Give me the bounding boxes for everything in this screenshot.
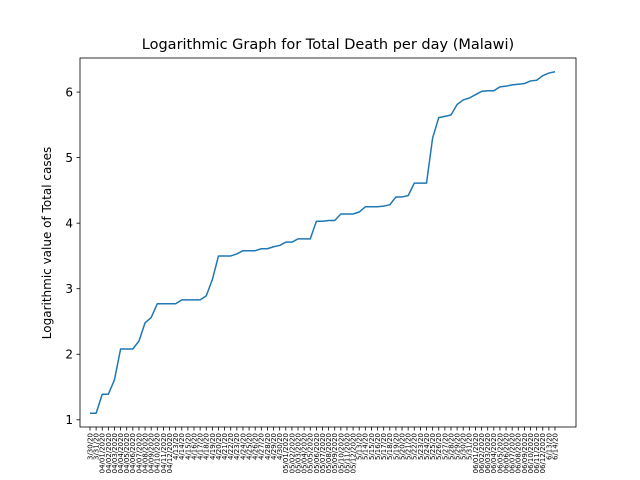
- x-tick-label: 04/05/2020: [123, 433, 131, 473]
- x-tick-label: 5/29/20: [454, 433, 462, 460]
- x-tick-label: 5/20/20: [398, 433, 406, 460]
- x-tick-label: 4/19/20: [209, 433, 217, 460]
- x-tick-label: 3/30/20: [86, 433, 94, 460]
- x-tick-label: 06/06/2020: [502, 433, 510, 473]
- x-tick-label: 6/14/20: [551, 433, 559, 460]
- x-tick-label: 5/14/20: [362, 433, 370, 460]
- x-tick-label: 05/06/2020: [313, 433, 321, 473]
- chart-title: Logarithmic Graph for Total Death per da…: [142, 37, 514, 53]
- x-tick-label: 04/02/2020: [105, 433, 113, 473]
- y-tick-label: 2: [65, 348, 73, 362]
- x-tick-label: 5/16/20: [374, 433, 382, 460]
- x-tick-label: 05/10/2020: [337, 433, 345, 473]
- x-tick-label: 05/08/2020: [325, 433, 333, 473]
- plot-area: 1 2 3 4 5 6 3/30/203/31/2004/01/202004/02/2020…: [65, 57, 577, 473]
- x-tick-label: 5/26/20: [435, 433, 443, 460]
- x-tick-label: 4/13/20: [172, 433, 180, 460]
- x-tick-label: 4/27/20: [258, 433, 266, 460]
- x-tick-label: 05/05/2020: [307, 433, 315, 473]
- x-tick-label: 5/31/20: [466, 433, 474, 460]
- y-tick-label: 4: [65, 216, 73, 230]
- x-tick-label: 5/18/20: [386, 433, 394, 460]
- x-tick-label: 04/12/2020: [166, 433, 174, 473]
- x-tick-label: 5/22/20: [411, 433, 419, 460]
- x-tick-label: 05/04/2020: [301, 433, 309, 473]
- x-tick-label: 5/23/20: [417, 433, 425, 460]
- x-tick-label: 05/12/2020: [349, 433, 357, 473]
- y-tick-label: 5: [65, 151, 73, 165]
- x-tick-label: 4/21/20: [221, 433, 229, 460]
- x-tick-label: 04/04/2020: [117, 433, 125, 473]
- x-tick-label: 06/04/2020: [490, 433, 498, 473]
- x-tick-label: 4/23/20: [233, 433, 241, 460]
- x-tick-label: 05/07/2020: [319, 433, 327, 473]
- x-tick-label: 4/24/20: [239, 433, 247, 460]
- x-tick-label: 05/09/2020: [331, 433, 339, 473]
- x-tick-label: 5/27/20: [441, 433, 449, 460]
- x-tick-label: 4/15/20: [184, 433, 192, 460]
- x-tick-label: 06/09/2020: [521, 433, 529, 473]
- x-tick-label: 06/10/2020: [527, 433, 535, 473]
- x-tick-label: 06/07/2020: [509, 433, 517, 473]
- x-tick-label: 5/13/20: [356, 433, 364, 460]
- x-tick-label: 5/28/20: [447, 433, 455, 460]
- x-tick-label: 5/21/20: [405, 433, 413, 460]
- y-tick-label: 1: [65, 413, 73, 427]
- x-tick-label: 06/02/2020: [478, 433, 486, 473]
- x-tick-label: 06/03/2020: [484, 433, 492, 473]
- x-tick-label: 5/15/20: [368, 433, 376, 460]
- x-tick-label: 4/25/20: [245, 433, 253, 460]
- x-tick-label: 4/29/20: [270, 433, 278, 460]
- x-tick-label: 5/19/20: [392, 433, 400, 460]
- series-line: [90, 71, 556, 414]
- x-tick-label: 4/30/20: [276, 433, 284, 460]
- x-tick-label: 5/24/20: [423, 433, 431, 460]
- x-tick-label: 04/11/2020: [160, 433, 168, 473]
- axes-frame: [79, 57, 577, 428]
- y-tick-label: 6: [65, 85, 73, 99]
- x-tick-label: 05/01/2020: [282, 433, 290, 473]
- x-tick-label: 06/11/2020: [533, 433, 541, 473]
- x-tick-label: 6/13/20: [545, 433, 553, 460]
- x-tick-label: 4/28/20: [264, 433, 272, 460]
- x-tick-label: 05/03/2020: [294, 433, 302, 473]
- x-tick-label: 04/10/2020: [154, 433, 162, 473]
- x-tick-label: 06/08/2020: [515, 433, 523, 473]
- x-tick-label: 4/22/20: [227, 433, 235, 460]
- x-tick-label: 04/08/2020: [141, 433, 149, 473]
- x-tick-label: 5/25/20: [429, 433, 437, 460]
- x-tick-label: 04/06/2020: [129, 433, 137, 473]
- x-tick-label: 4/17/20: [197, 433, 205, 460]
- x-tick-label: 3/31/20: [93, 433, 101, 460]
- x-tick-label: 4/20/20: [215, 433, 223, 460]
- x-tick-label: 04/09/2020: [148, 433, 156, 473]
- x-tick-label: 5/17/20: [380, 433, 388, 460]
- x-tick-label: 5/30/20: [460, 433, 468, 460]
- x-tick-label: 4/16/20: [190, 433, 198, 460]
- x-tick-label: 06/01/2020: [472, 433, 480, 473]
- x-tick-label: 04/01/2020: [99, 433, 107, 473]
- y-axis-label: Logarithmic value of Total cases: [40, 147, 54, 339]
- x-tick-label: 4/26/20: [252, 433, 260, 460]
- x-tick-label: 04/07/2020: [135, 433, 143, 473]
- x-tick-label: 4/14/20: [178, 433, 186, 460]
- x-tick-label: 06/05/2020: [496, 433, 504, 473]
- x-tick-label: 05/02/2020: [288, 433, 296, 473]
- x-tick-label: 04/03/2020: [111, 433, 119, 473]
- x-tick-label: 06/12/2020: [539, 433, 547, 473]
- x-tick-label: 05/11/2020: [343, 433, 351, 473]
- x-tick-label: 4/18/20: [203, 433, 211, 460]
- y-tick-label: 3: [65, 282, 73, 296]
